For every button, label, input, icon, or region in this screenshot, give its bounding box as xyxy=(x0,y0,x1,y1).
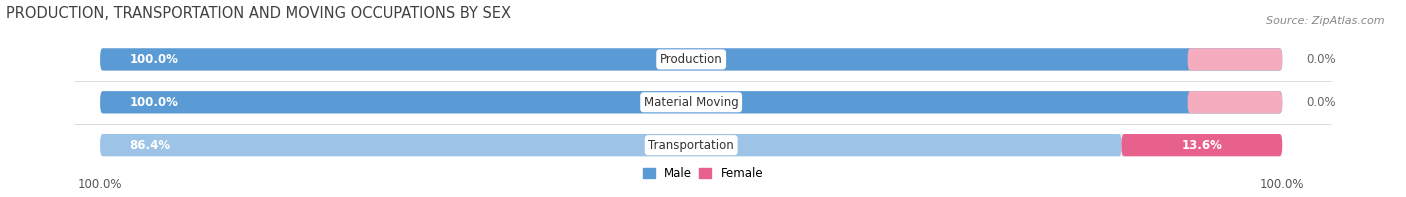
Legend: Male, Female: Male, Female xyxy=(643,167,763,180)
Text: 13.6%: 13.6% xyxy=(1181,139,1222,152)
FancyBboxPatch shape xyxy=(1188,91,1282,113)
FancyBboxPatch shape xyxy=(100,134,1122,156)
Text: 86.4%: 86.4% xyxy=(129,139,170,152)
FancyBboxPatch shape xyxy=(100,91,1282,113)
Text: Material Moving: Material Moving xyxy=(644,96,738,109)
Text: 0.0%: 0.0% xyxy=(1306,96,1336,109)
Text: PRODUCTION, TRANSPORTATION AND MOVING OCCUPATIONS BY SEX: PRODUCTION, TRANSPORTATION AND MOVING OC… xyxy=(6,6,510,20)
Text: Production: Production xyxy=(659,53,723,66)
FancyBboxPatch shape xyxy=(1122,134,1282,156)
FancyBboxPatch shape xyxy=(1188,48,1282,71)
FancyBboxPatch shape xyxy=(100,91,1282,113)
FancyBboxPatch shape xyxy=(100,48,1282,71)
Text: Transportation: Transportation xyxy=(648,139,734,152)
Text: Source: ZipAtlas.com: Source: ZipAtlas.com xyxy=(1267,16,1385,26)
FancyBboxPatch shape xyxy=(100,48,1282,71)
FancyBboxPatch shape xyxy=(100,134,1282,156)
Text: 100.0%: 100.0% xyxy=(129,96,179,109)
Text: 100.0%: 100.0% xyxy=(129,53,179,66)
Text: 0.0%: 0.0% xyxy=(1306,53,1336,66)
